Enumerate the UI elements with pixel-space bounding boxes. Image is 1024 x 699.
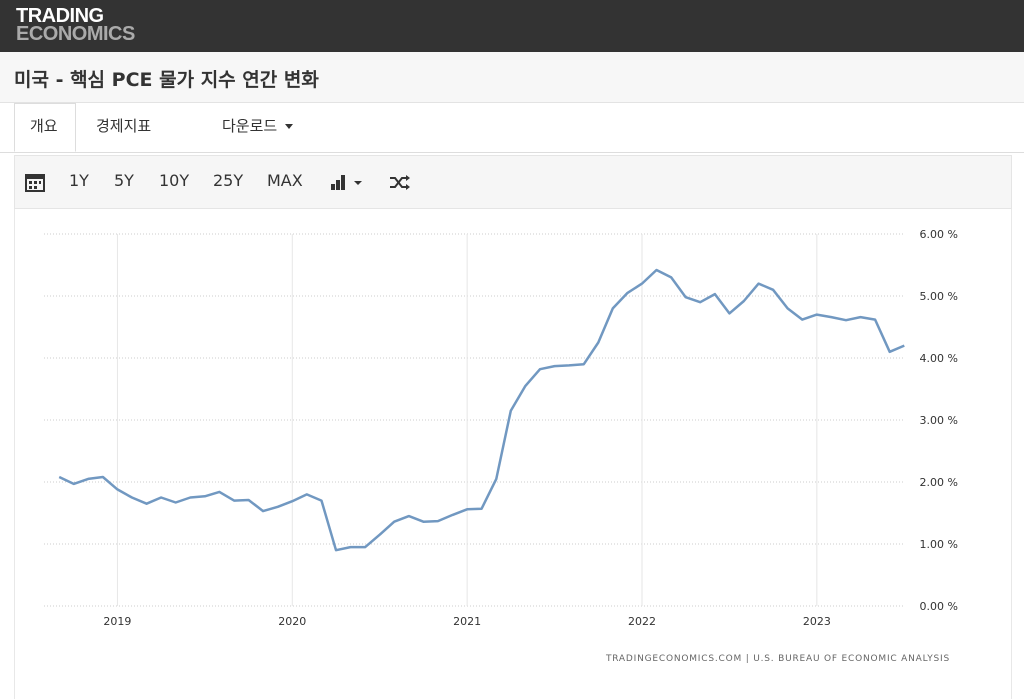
tab[interactable]: 다운로드 <box>222 115 294 136</box>
tab-label: 다운로드 <box>222 117 278 135</box>
y-tick-label: 6.00 % <box>920 228 958 241</box>
page-title: 미국 - 핵심 PCE 물가 지수 연간 변화 <box>14 69 319 91</box>
logo-line: TRADING <box>16 5 104 27</box>
y-tick-label: 1.00 % <box>920 538 958 551</box>
logo[interactable]: TRADING ECONOMICS <box>16 5 135 45</box>
caret <box>285 124 294 129</box>
range-button[interactable]: 25Y <box>213 171 244 190</box>
active-tab-frame <box>14 103 76 152</box>
x-tick-label: 2019 <box>103 615 131 628</box>
chart-frame <box>14 209 1012 699</box>
x-tick-label: 2023 <box>803 615 831 628</box>
toolbar: 1Y 5Y 10Y 25Y MAX <box>14 155 1012 209</box>
x-tick-label: 2020 <box>278 615 306 628</box>
range-button[interactable]: MAX <box>267 171 303 190</box>
y-tick-label: 2.00 % <box>920 476 958 489</box>
calendar-icon[interactable] <box>25 173 45 193</box>
tabs: 개요 경제지표 다운로드 <box>0 103 1024 153</box>
y-tick-label: 4.00 % <box>920 352 958 365</box>
chart: TRADINGECONOMICS.COM | U.S. BUREAU OF EC… <box>44 228 958 664</box>
range-button[interactable]: 5Y <box>114 171 134 190</box>
data-line <box>58 268 905 552</box>
y-tick-label: 3.00 % <box>920 414 958 427</box>
chart-type-icon[interactable] <box>330 174 370 192</box>
top-bar: TRADING ECONOMICS <box>0 0 1024 52</box>
source: TRADINGECONOMICS.COM | U.S. BUREAU OF EC… <box>605 654 950 664</box>
range-button[interactable]: 10Y <box>159 171 190 190</box>
x-tick-label: 2022 <box>628 615 656 628</box>
tab[interactable]: 경제지표 <box>96 117 152 135</box>
x-tick-label: 2021 <box>453 615 481 628</box>
compare-icon[interactable] <box>389 174 411 192</box>
y-tick-label: 0.00 % <box>920 600 958 613</box>
tab[interactable]: 개요 <box>30 117 58 135</box>
y-tick-label: 5.00 % <box>920 290 958 303</box>
range-button[interactable]: 1Y <box>69 171 89 190</box>
logo-line: ECONOMICS <box>16 23 135 45</box>
title-bar: 미국 - 핵심 PCE 물가 지수 연간 변화 <box>0 52 1024 103</box>
